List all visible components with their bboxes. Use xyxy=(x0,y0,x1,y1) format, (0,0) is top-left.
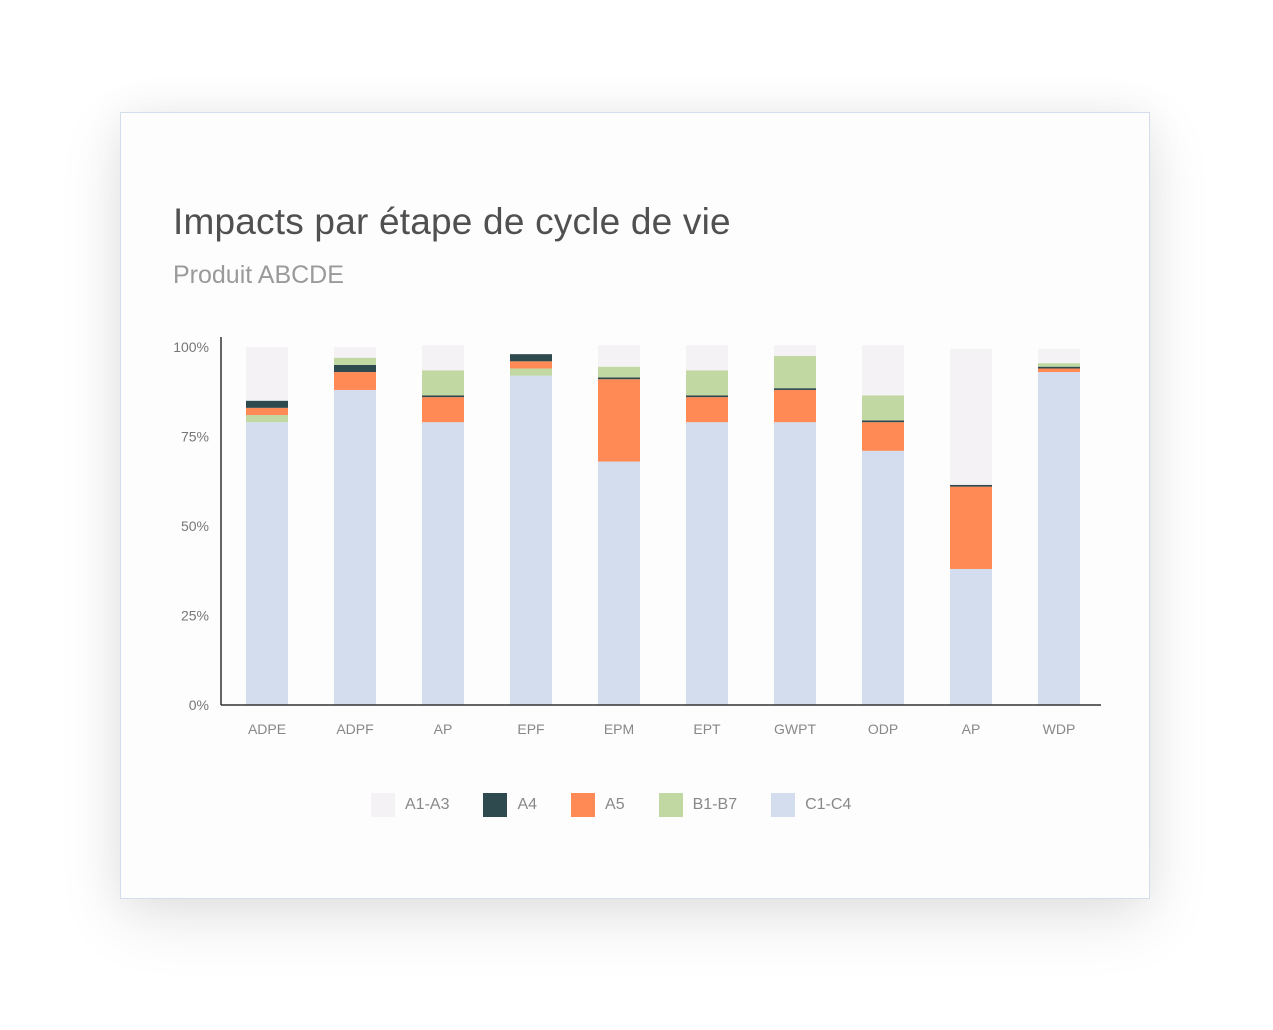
bar-segment-c1-c4-adpf xyxy=(334,389,376,705)
legend-swatch xyxy=(483,793,508,817)
bar-segment-c1-c4-ap xyxy=(950,568,992,705)
y-tick-label: 0% xyxy=(189,697,209,713)
bar-segment-b1-b7-ept xyxy=(686,370,728,396)
x-tick-label: EPT xyxy=(693,721,721,737)
bar-segment-a5-ap xyxy=(950,486,992,569)
bar-segment-a5-epf xyxy=(510,361,552,369)
x-tick-label: ADPE xyxy=(248,721,286,737)
bar-segment-b1-b7-adpf xyxy=(334,357,376,365)
legend-label: B1-B7 xyxy=(692,796,738,813)
bar-segment-a1-a3-adpe xyxy=(246,347,288,401)
bar-segment-a5-gwpt xyxy=(774,389,816,423)
legend-label: A4 xyxy=(517,796,538,813)
bar-segment-b1-b7-wdp xyxy=(1038,363,1080,367)
bar-segment-a5-adpf xyxy=(334,372,376,390)
bar-segment-c1-c4-gwpt xyxy=(774,422,816,705)
bar-segment-a4-ap xyxy=(950,484,992,487)
y-tick-label: 75% xyxy=(181,429,209,445)
x-tick-label: ADPF xyxy=(336,721,373,737)
y-tick-label: 50% xyxy=(181,518,209,534)
bar-segment-a1-a3-ept xyxy=(686,345,728,371)
bar-segment-c1-c4-epm xyxy=(598,461,640,705)
x-tick-label: WDP xyxy=(1043,721,1076,737)
bar-segment-a1-a3-ap xyxy=(422,345,464,371)
bar-segment-c1-c4-wdp xyxy=(1038,372,1080,705)
bar-segment-a4-adpf xyxy=(334,364,376,373)
bar-segment-c1-c4-epf xyxy=(510,375,552,705)
bar-segment-a5-ept xyxy=(686,397,728,423)
legend-item-a4: A4 xyxy=(483,793,537,817)
bar-segment-c1-c4-ap xyxy=(422,422,464,705)
legend-swatch xyxy=(571,793,596,817)
chart-card: Impacts par étape de cycle de vie Produi… xyxy=(120,112,1150,899)
legend-item-a1-a3: A1-A3 xyxy=(371,793,449,817)
bar-segment-a5-ap xyxy=(422,397,464,423)
y-tick-label: 25% xyxy=(181,608,209,624)
bar-segment-a5-adpe xyxy=(246,407,288,416)
x-tick-label: EPF xyxy=(517,721,544,737)
bar-segment-a4-ap xyxy=(422,395,464,398)
bar-segment-a1-a3-epm xyxy=(598,345,640,367)
bar-segment-c1-c4-adpe xyxy=(246,422,288,705)
bar-segment-a5-epm xyxy=(598,379,640,462)
bar-segment-b1-b7-adpe xyxy=(246,415,288,423)
bar-segment-c1-c4-odp xyxy=(862,450,904,705)
bar-segment-a5-wdp xyxy=(1038,368,1080,373)
legend-label: C1-C4 xyxy=(805,796,852,813)
bar-segment-b1-b7-epf xyxy=(510,368,552,376)
x-tick-label: AP xyxy=(434,721,453,737)
bar-segment-b1-b7-epm xyxy=(598,366,640,378)
bar-segment-a4-adpe xyxy=(246,400,288,408)
bar-segment-c1-c4-ept xyxy=(686,422,728,705)
bar-segment-b1-b7-gwpt xyxy=(774,355,816,389)
chart-subtitle: Produit ABCDE xyxy=(173,261,344,289)
bar-segment-a4-wdp xyxy=(1038,366,1080,369)
bar-segment-a4-epf xyxy=(510,354,552,362)
bar-segment-b1-b7-odp xyxy=(862,395,904,421)
bar-segment-a4-odp xyxy=(862,420,904,423)
x-tick-label: EPM xyxy=(604,721,634,737)
bar-segment-b1-b7-ap xyxy=(422,370,464,396)
bar-segment-a1-a3-wdp xyxy=(1038,348,1080,364)
bar-segment-a4-gwpt xyxy=(774,388,816,390)
bar-segment-a5-odp xyxy=(862,422,904,451)
chart-legend: A1-A3 A4 A5 B1-B7 C1-C4 xyxy=(371,793,885,817)
legend-item-a5: A5 xyxy=(571,793,625,817)
chart-title: Impacts par étape de cycle de vie xyxy=(173,201,731,242)
bar-segment-a4-ept xyxy=(686,395,728,398)
bar-segment-a1-a3-gwpt xyxy=(774,345,816,356)
legend-item-c1-c4: C1-C4 xyxy=(771,793,851,817)
legend-swatch xyxy=(371,793,395,817)
legend-label: A5 xyxy=(605,796,625,813)
x-tick-label: AP xyxy=(962,721,981,737)
bar-segment-a1-a3-ap xyxy=(950,348,992,485)
stacked-bar-chart: 0% 25% 50% 75% 100% ADPE ADPF AP EPF EPM EPT GWPT OD… xyxy=(173,337,1101,737)
legend-item-b1-b7: B1-B7 xyxy=(658,793,738,817)
legend-swatch xyxy=(658,793,683,817)
bar-segment-a1-a3-adpf xyxy=(334,347,376,358)
legend-swatch xyxy=(771,793,796,817)
y-tick-label: 100% xyxy=(173,339,209,355)
bar-segment-a4-epm xyxy=(598,377,640,380)
legend-label: A1-A3 xyxy=(405,796,450,813)
x-tick-label: GWPT xyxy=(774,721,816,737)
x-tick-label: ODP xyxy=(868,721,898,737)
bar-segment-a1-a3-odp xyxy=(862,345,904,396)
